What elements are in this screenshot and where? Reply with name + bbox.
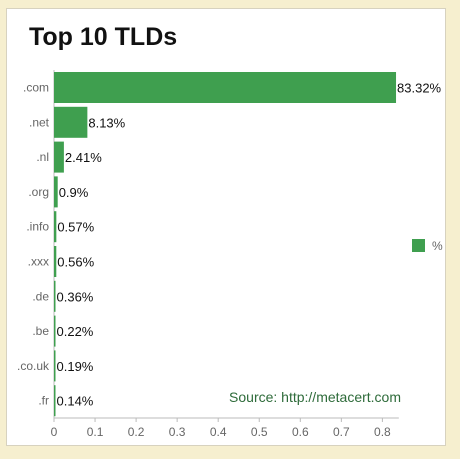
x-tick-label: 0.8 bbox=[374, 425, 391, 439]
data-label: 83.32% bbox=[397, 81, 442, 96]
y-tick-label: .com bbox=[23, 81, 49, 95]
data-label: 0.19% bbox=[57, 359, 94, 374]
bar-net bbox=[54, 106, 88, 138]
source-annotation: Source: http://metacert.com bbox=[229, 389, 401, 405]
legend-label: % bbox=[432, 239, 443, 253]
bar-fr bbox=[54, 385, 56, 417]
data-label: 0.56% bbox=[57, 255, 94, 270]
y-tick-label: .fr bbox=[38, 394, 49, 408]
bar-be bbox=[54, 315, 56, 347]
y-tick-label: .nl bbox=[36, 150, 49, 164]
bar-nl bbox=[54, 141, 64, 173]
bar-org bbox=[54, 176, 58, 208]
bar-couk bbox=[54, 350, 56, 382]
y-tick-label: .info bbox=[26, 220, 49, 234]
x-tick-label: 0.1 bbox=[87, 425, 104, 439]
data-label: 0.14% bbox=[57, 394, 94, 409]
y-tick-label: .net bbox=[29, 115, 50, 129]
x-tick-label: 0.7 bbox=[333, 425, 350, 439]
chart-title: Top 10 TLDs bbox=[29, 23, 178, 51]
x-tick-label: 0.6 bbox=[292, 425, 309, 439]
data-label: 0.9% bbox=[59, 185, 89, 200]
x-tick-label: 0 bbox=[51, 425, 58, 439]
bar-de bbox=[54, 280, 56, 312]
y-tick-label: .org bbox=[28, 185, 49, 199]
y-tick-label: .co.uk bbox=[17, 359, 50, 373]
y-tick-label: .be bbox=[32, 324, 49, 338]
x-tick-label: 0.3 bbox=[169, 425, 186, 439]
legend-swatch bbox=[412, 239, 425, 252]
y-tick-label: .xxx bbox=[28, 255, 49, 269]
data-label: 0.36% bbox=[57, 289, 94, 304]
data-label: 8.13% bbox=[88, 115, 125, 130]
bar-info bbox=[54, 211, 57, 243]
y-tick-label: .de bbox=[32, 289, 49, 303]
x-tick-label: 0.4 bbox=[210, 425, 227, 439]
x-tick-label: 0.5 bbox=[251, 425, 268, 439]
x-tick-label: 0.2 bbox=[128, 425, 145, 439]
data-label: 2.41% bbox=[65, 150, 102, 165]
bar-com bbox=[54, 72, 397, 103]
data-label: 0.22% bbox=[57, 324, 94, 339]
bar-xxx bbox=[54, 246, 57, 277]
data-label: 0.57% bbox=[57, 220, 94, 235]
